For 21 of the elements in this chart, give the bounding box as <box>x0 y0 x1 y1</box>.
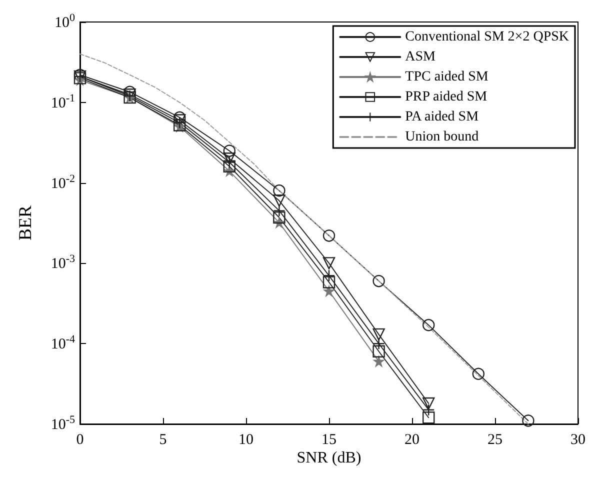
x-axis-title: SNR (dB) <box>296 450 362 466</box>
x-tick-label: 0 <box>76 432 84 448</box>
y-tick-label: 10$^{-2}$ <box>50 172 75 192</box>
y-tick-label: 10$^{-1}$ <box>50 92 75 112</box>
x-tick-label: 20 <box>404 432 420 448</box>
legend-label: Union bound <box>405 130 479 144</box>
legend-label: PRP aided SM <box>405 90 488 104</box>
legend-label: TPC aided SM <box>405 70 489 84</box>
x-tick-label: 25 <box>488 432 502 448</box>
x-tick-label: 10 <box>238 432 254 448</box>
x-tick-label: 30 <box>570 432 586 448</box>
y-tick-label: 10$^{0}$ <box>54 12 76 31</box>
y-tick-label: 10$^{-4}$ <box>50 334 76 353</box>
legend-label: PA aided SM <box>405 110 480 124</box>
y-tick-label: 10$^{-5}$ <box>50 414 76 433</box>
legend-label: ASM <box>405 50 436 64</box>
x-tick-label: 5 <box>159 432 167 448</box>
y-tick-label: 10$^{-3}$ <box>50 253 76 272</box>
legend-label: Conventional SM 2×2 QPSK <box>405 30 569 44</box>
y-axis-title: BER <box>15 205 35 241</box>
x-tick-label: 15 <box>322 432 336 448</box>
